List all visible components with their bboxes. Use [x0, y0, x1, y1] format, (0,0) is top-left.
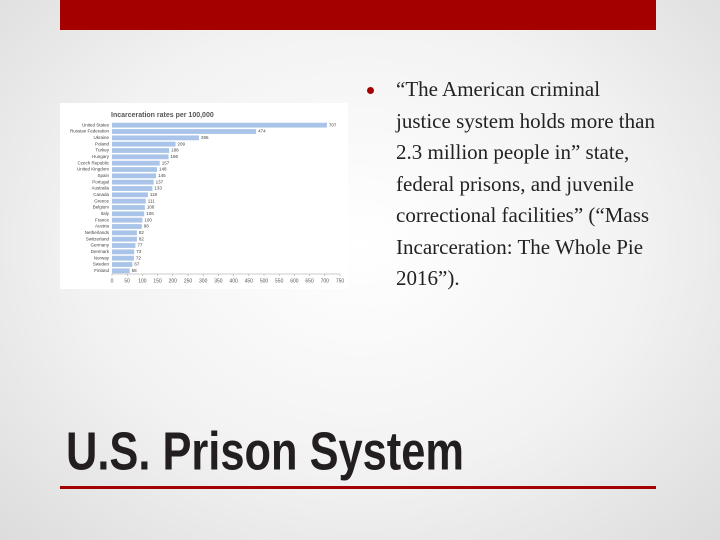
y-tick-label: Ukraine	[93, 135, 109, 140]
data-label: 145	[158, 173, 166, 178]
bullet-marker	[367, 87, 374, 94]
bar	[112, 217, 143, 223]
bar	[112, 179, 154, 185]
x-tick-label: 200	[169, 278, 178, 284]
bar	[112, 192, 148, 198]
chart-title: Incarceration rates per 100,000	[111, 112, 214, 119]
x-tick-label: 350	[214, 278, 223, 284]
bar	[112, 186, 153, 191]
y-tick-label: Russian Federation	[70, 129, 110, 134]
data-label: 67	[134, 262, 140, 267]
bar	[112, 129, 257, 134]
y-tick-label: Canada	[93, 192, 109, 197]
data-label: 100	[144, 217, 152, 222]
bar	[112, 122, 327, 128]
bullet-text: “The American criminal justice system ho…	[396, 77, 655, 290]
y-tick-label: Czech Republic	[77, 160, 109, 165]
data-label: 474	[258, 129, 266, 134]
data-label: 82	[139, 230, 145, 235]
data-label: 148	[159, 167, 167, 172]
y-tick-label: Germany	[90, 243, 109, 248]
bar	[112, 230, 137, 236]
x-tick-label: 450	[245, 278, 254, 284]
chart-background	[60, 103, 348, 289]
x-tick-label: 300	[199, 278, 208, 284]
bar	[112, 205, 145, 210]
x-tick-label: 750	[336, 278, 345, 284]
data-label: 157	[162, 160, 170, 165]
y-tick-label: Sweden	[93, 262, 110, 267]
y-tick-label: Denmark	[91, 249, 110, 254]
y-tick-label: United States	[82, 122, 110, 127]
bar	[112, 236, 137, 242]
y-tick-label: Austria	[95, 224, 110, 229]
data-label: 73	[136, 249, 142, 254]
bar	[112, 148, 170, 153]
bar	[112, 141, 176, 147]
data-label: 98	[144, 224, 150, 229]
data-label: 188	[171, 148, 179, 153]
y-tick-label: Spain	[97, 173, 109, 178]
data-label: 209	[178, 141, 186, 146]
x-tick-label: 0	[111, 278, 114, 284]
data-label: 82	[139, 236, 145, 241]
y-tick-label: Poland	[95, 141, 110, 146]
x-tick-label: 700	[321, 278, 330, 284]
data-label: 108	[147, 205, 155, 210]
data-label: 72	[136, 255, 142, 260]
x-tick-label: 600	[290, 278, 299, 284]
y-tick-label: Switzerland	[86, 236, 110, 241]
bar	[112, 198, 146, 204]
y-tick-label: France	[95, 217, 110, 222]
data-label: 286	[201, 135, 209, 140]
y-tick-label: Portugal	[92, 179, 109, 184]
bar	[112, 160, 160, 166]
x-tick-label: 100	[138, 278, 147, 284]
bar	[112, 262, 133, 267]
bar	[112, 243, 136, 248]
data-label: 58	[132, 268, 138, 273]
y-tick-label: Greece	[94, 198, 109, 203]
y-tick-label: Turkey	[95, 148, 109, 153]
bar	[112, 211, 145, 217]
x-tick-label: 650	[305, 278, 314, 284]
title-underline	[60, 486, 656, 489]
y-tick-label: Norway	[94, 255, 110, 260]
bar	[112, 167, 157, 172]
data-label: 118	[150, 192, 158, 197]
y-tick-label: Belgium	[93, 205, 110, 210]
x-tick-label: 500	[260, 278, 269, 284]
slide-title: U.S. Prison System	[66, 421, 464, 481]
bar	[112, 135, 199, 141]
bar	[112, 173, 157, 179]
bar	[112, 154, 169, 160]
data-label: 77	[137, 243, 143, 248]
data-label: 106	[146, 211, 154, 216]
y-tick-label: United Kingdom	[77, 167, 109, 172]
y-tick-label: Finland	[94, 268, 109, 273]
top-bar	[60, 0, 656, 30]
bar	[112, 249, 135, 255]
y-tick-label: Italy	[101, 211, 110, 216]
x-tick-label: 250	[184, 278, 193, 284]
y-tick-label: Australia	[91, 186, 109, 191]
x-tick-label: 150	[153, 278, 162, 284]
x-tick-label: 400	[229, 278, 238, 284]
y-tick-label: Netherlands	[85, 230, 110, 235]
bar	[112, 224, 142, 229]
data-label: 133	[154, 186, 162, 191]
bar	[112, 268, 130, 274]
data-label: 186	[171, 154, 179, 159]
data-label: 137	[156, 179, 164, 184]
x-tick-label: 550	[275, 278, 284, 284]
data-label: 707	[329, 122, 337, 127]
bar	[112, 255, 134, 261]
data-label: 111	[148, 198, 155, 203]
x-tick-label: 50	[124, 278, 130, 284]
y-tick-label: Hungary	[92, 154, 110, 159]
